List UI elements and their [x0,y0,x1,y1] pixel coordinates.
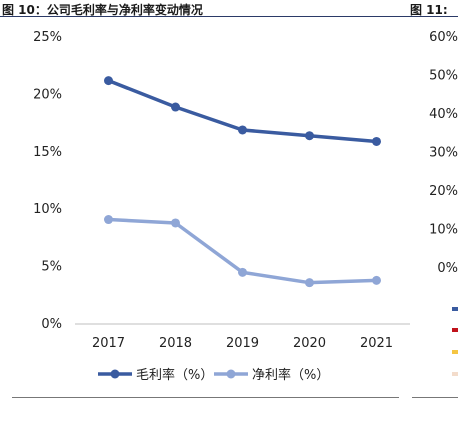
x-tick-label: 2019 [226,336,259,351]
bottom-rule-left [12,397,399,398]
right-y-tick-label: 60% [429,30,458,45]
y-tick-label: 5% [41,260,62,275]
x-tick-label: 2020 [293,336,326,351]
x-tick-label: 2021 [360,336,393,351]
series-2-point [238,267,247,277]
right-y-tick-label: 20% [429,184,458,199]
series-1-point [104,76,113,86]
legend-marker-1 [110,369,120,379]
right-y-tick-label: 50% [429,69,458,84]
series-2-point [305,278,314,288]
series-1-point [372,136,381,146]
right-y-tick-label: 10% [429,223,458,238]
right-legend-swatch [452,328,458,332]
y-tick-label: 20% [33,87,62,102]
series-2-point [171,218,180,228]
series-1-point [171,102,180,112]
y-tick-label: 10% [33,202,62,217]
series-1-point [238,125,247,135]
right-y-tick-label: 40% [429,107,458,122]
legend-label-1: 毛利率（%） [136,367,213,383]
figure-11-title: 图 11: [410,3,448,17]
y-tick-label: 0% [41,317,62,332]
right-legend-swatch [452,350,458,354]
y-tick-label: 25% [33,30,62,45]
y-tick-label: 15% [33,145,62,160]
right-legend-swatch [452,372,458,376]
figure-header-bar: 图 10：公司毛利率与净利率变动情况 图 11: [0,0,458,17]
bottom-rule-right [412,397,458,398]
right-y-tick-label: 30% [429,146,458,161]
x-tick-label: 2017 [92,336,125,351]
x-tick-label: 2018 [159,336,192,351]
series-2-point [372,275,381,285]
legend-marker-2 [226,369,236,379]
right-y-tick-label: 0% [437,261,458,276]
figure-10-title: 图 10：公司毛利率与净利率变动情况 [2,3,203,17]
margin-line-chart: 0% 5% 10% 15% 20% 25% 2017 2018 2019 2020 2021 毛利率（… [33,30,410,383]
legend-label-2: 净利率（%） [252,367,329,383]
partial-right-chart: 0% 10% 20% 30% 40% 50% 60% [429,30,458,376]
series-1-point [305,131,314,141]
series-2-point [104,215,113,225]
right-legend-swatch [452,307,458,311]
